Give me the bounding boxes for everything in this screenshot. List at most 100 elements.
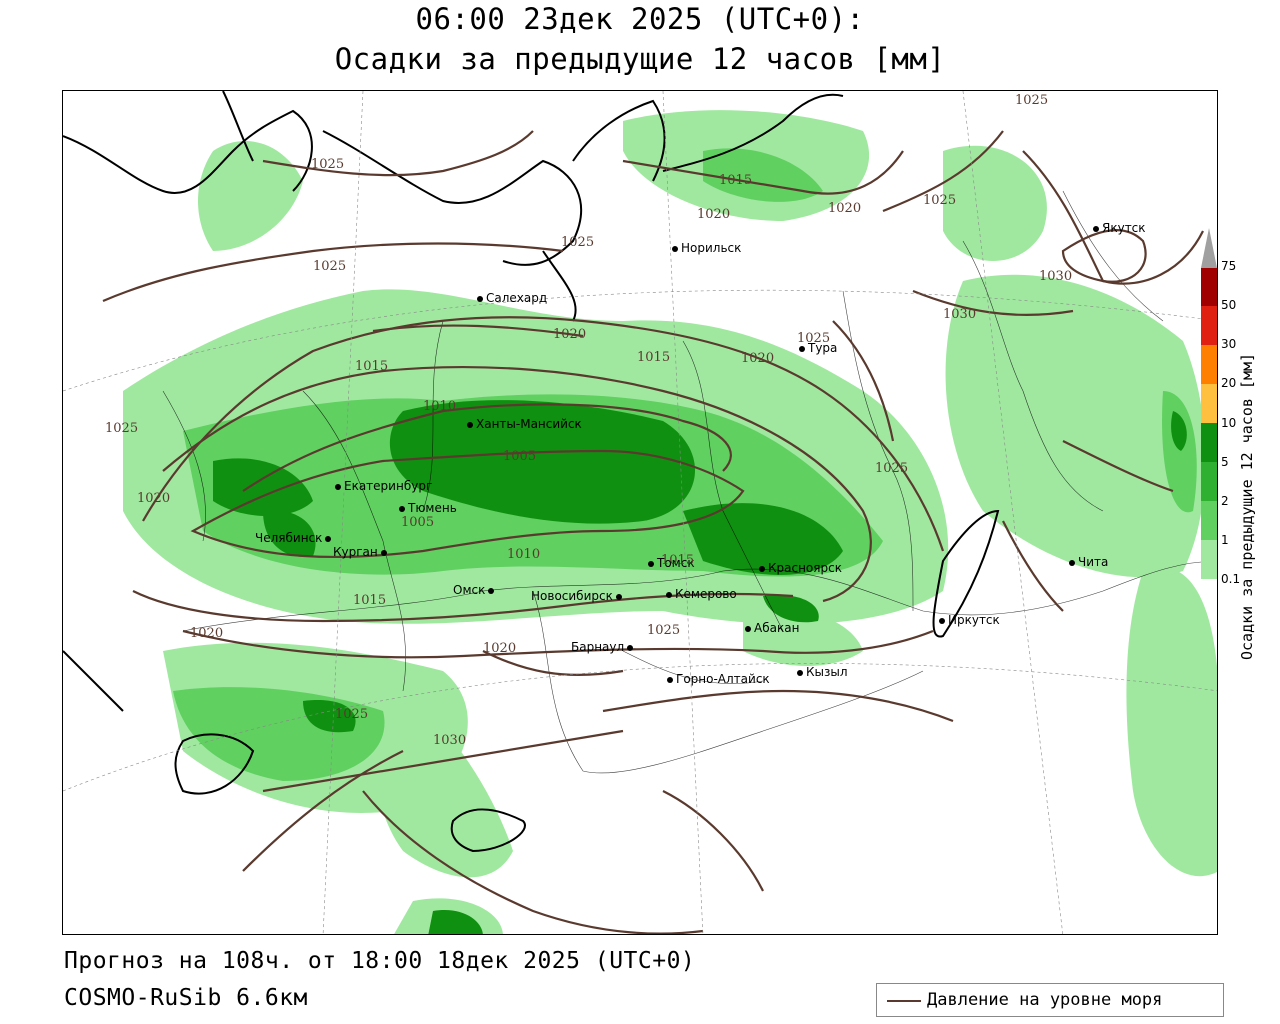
isobar-label: 1030 [433, 733, 467, 748]
isobar-label: 1020 [741, 351, 775, 366]
city-krasnoyarsk: Красноярск [759, 561, 842, 575]
city-yakutsk: Якутск [1093, 221, 1146, 235]
colorbar-label: 1 [1221, 533, 1229, 547]
city-irkutsk: Иркутск [939, 613, 1000, 627]
colorbar-cell [1201, 540, 1217, 579]
pressure-legend: Давление на уровне моря [876, 983, 1224, 1017]
isobar-label: 1010 [423, 399, 457, 414]
colorbar-cell [1201, 423, 1217, 462]
city-marker-icon [467, 421, 473, 428]
city-marker-icon [672, 245, 678, 252]
isobar-label: 1025 [647, 623, 681, 638]
colorbar-cell [1201, 268, 1217, 306]
isobar-label: 1015 [355, 359, 389, 374]
city-marker-icon [615, 593, 622, 600]
city-marker-icon [399, 505, 405, 512]
isobar-label: 1020 [553, 327, 587, 342]
city-marker-icon [759, 565, 765, 572]
isobar-label: 1015 [353, 593, 387, 608]
city-marker-icon [488, 587, 495, 594]
city-marker-icon [799, 345, 805, 352]
colorbar-label: 30 [1221, 337, 1237, 351]
isobar-label: 1025 [335, 707, 369, 722]
graticule [63, 91, 1217, 934]
city-marker-icon [335, 483, 341, 490]
city-kemerovo: Кемерово [666, 587, 737, 601]
isobar-label: 1020 [828, 201, 862, 216]
city-yekaterinburg: Екатеринбург [335, 479, 432, 493]
colorbar-label: 20 [1221, 376, 1237, 390]
city-marker-icon [325, 535, 332, 542]
precip-heavy [213, 400, 1187, 934]
colorbar-overflow-arrow-icon [1201, 228, 1217, 268]
colorbar-cell [1201, 345, 1217, 384]
isobar-label: 1020 [190, 626, 224, 641]
pressure-legend-label: Давление на уровне моря [927, 990, 1163, 1010]
colorbar-cell [1201, 384, 1217, 423]
city-norilsk: Норильск [672, 241, 741, 255]
colorbar-title: Осадки за предыдущие 12 часов [мм] [1238, 352, 1256, 660]
city-tyumen: Тюмень [399, 501, 457, 515]
colorbar-cell [1201, 306, 1217, 345]
isobar-label: 1020 [697, 207, 731, 222]
isobar-label: 1025 [313, 259, 347, 274]
city-marker-icon [666, 591, 672, 598]
isobar-label: 1025 [875, 461, 909, 476]
colorbar-label: 50 [1221, 298, 1237, 312]
city-kyzyl: Кызыл [797, 665, 848, 679]
isobar-label: 1010 [507, 547, 541, 562]
isobar-label: 1015 [637, 350, 671, 365]
isobar-label: 1030 [1039, 269, 1073, 284]
city-barnaul: Барнаул [571, 640, 636, 654]
isobar-label: 1025 [105, 421, 139, 436]
city-marker-icon [797, 669, 803, 676]
isobar-label: 1015 [661, 553, 695, 568]
city-marker-icon [1093, 225, 1099, 232]
colorbar-label: 75 [1221, 259, 1237, 273]
colorbar-label: 0.1 [1221, 572, 1241, 586]
city-marker-icon [745, 625, 751, 632]
city-novosibirsk: Новосибирск [531, 589, 625, 603]
colorbar-label: 2 [1221, 494, 1229, 508]
isobar-label: 1025 [561, 235, 595, 250]
city-marker-icon [667, 676, 673, 683]
forecast-info: Прогноз на 108ч. от 18:00 18дек 2025 (UT… [64, 948, 696, 974]
city-khanty-mansiysk: Ханты-Мансийск [467, 417, 582, 431]
city-marker-icon [477, 295, 483, 302]
city-marker-icon [380, 549, 387, 556]
city-chelyabinsk: Челябинск [255, 531, 334, 545]
model-name: COSMO-RuSib 6.6км [64, 985, 308, 1011]
colorbar-label: 5 [1221, 455, 1229, 469]
map-title-variable: Осадки за предыдущие 12 часов [мм] [334, 42, 946, 76]
map-canvas [63, 91, 1217, 934]
isobar-label: 1030 [943, 307, 977, 322]
city-marker-icon [1069, 559, 1075, 566]
colorbar-label: 10 [1221, 416, 1237, 430]
colorbar-cell [1201, 462, 1217, 501]
colorbar-cell [1201, 501, 1217, 540]
isobar-label: 1005 [503, 449, 537, 464]
city-marker-icon [939, 617, 945, 624]
city-tura: Тура [799, 341, 837, 355]
isobar-label: 1005 [401, 515, 435, 530]
city-chita: Чита [1069, 555, 1108, 569]
map-title-time: 06:00 23дек 2025 (UTC+0): [415, 2, 865, 36]
isobar-label: 1020 [483, 641, 517, 656]
isobar-label: 1025 [1015, 93, 1049, 108]
precipitation-map: Салехард Норильск Тура Якутск Ханты-Манс… [62, 90, 1218, 935]
city-omsk: Омск [453, 583, 497, 597]
isobar-label: 1020 [137, 491, 171, 506]
isobar-label: 1015 [719, 173, 753, 188]
city-salekhard: Салехард [477, 291, 547, 305]
city-abakan: Абакан [745, 621, 799, 635]
isobar-line-icon [887, 1000, 921, 1002]
isobar-label: 1025 [797, 331, 831, 346]
city-kurgan: Курган [333, 545, 390, 559]
city-marker-icon [627, 644, 634, 651]
isobar-label: 1025 [311, 157, 345, 172]
coastlines [63, 91, 1000, 853]
isobar-label: 1025 [923, 193, 957, 208]
city-tomsk: Томск [648, 556, 695, 570]
city-gorno-altaysk: Горно-Алтайск [667, 672, 770, 686]
city-marker-icon [648, 560, 654, 567]
